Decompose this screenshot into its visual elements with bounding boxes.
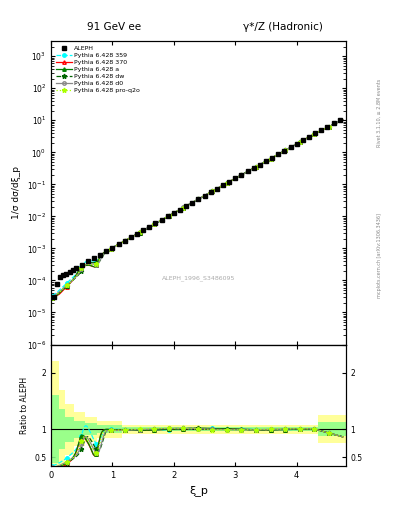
- Text: 91 GeV ee: 91 GeV ee: [87, 22, 141, 32]
- Y-axis label: Ratio to ALEPH: Ratio to ALEPH: [20, 377, 29, 434]
- Y-axis label: 1/σ dσ/dξ_p: 1/σ dσ/dξ_p: [12, 166, 21, 219]
- Text: γ*/Z (Hadronic): γ*/Z (Hadronic): [243, 22, 323, 32]
- Legend: ALEPH, Pythia 6.428 359, Pythia 6.428 370, Pythia 6.428 a, Pythia 6.428 dw, Pyth: ALEPH, Pythia 6.428 359, Pythia 6.428 37…: [54, 44, 142, 95]
- X-axis label: ξ_p: ξ_p: [189, 485, 208, 496]
- Text: mcplots.cern.ch [arXiv:1306.3436]: mcplots.cern.ch [arXiv:1306.3436]: [377, 214, 382, 298]
- Text: Rivet 3.1.10, ≥ 2.8M events: Rivet 3.1.10, ≥ 2.8M events: [377, 78, 382, 147]
- Text: ALEPH_1996_S3486095: ALEPH_1996_S3486095: [162, 275, 235, 281]
